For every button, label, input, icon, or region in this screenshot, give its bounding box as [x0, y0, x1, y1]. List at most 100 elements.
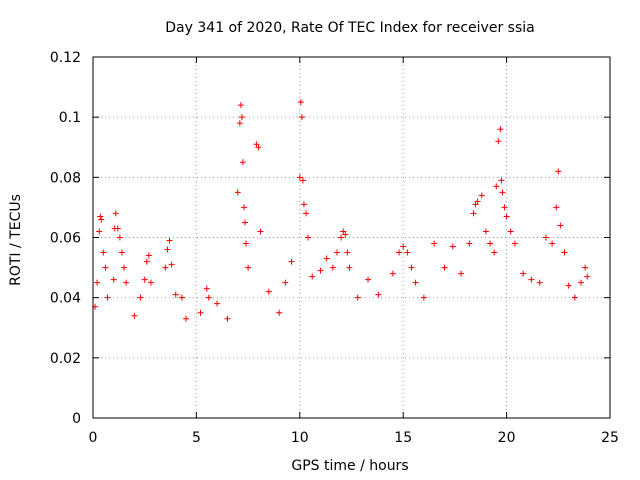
data-point — [557, 222, 564, 229]
data-point — [555, 168, 562, 175]
data-point — [303, 210, 310, 217]
data-point — [507, 228, 514, 235]
data-point — [203, 285, 210, 292]
data-point — [493, 183, 500, 190]
data-point — [243, 240, 250, 247]
y-axis-label: ROTI / TECUs — [8, 194, 24, 286]
data-point — [501, 204, 508, 211]
axis-ticks: 0 5 10 15 20 25 0 0.02 0.04 0.06 0.08 0.1 0.12 — [50, 50, 619, 446]
data-point — [299, 177, 306, 184]
data-point — [458, 270, 465, 277]
data-point — [98, 216, 105, 223]
data-point — [441, 264, 448, 271]
data-point — [288, 258, 295, 265]
data-point — [329, 264, 336, 271]
data-point — [300, 201, 307, 208]
data-point — [118, 249, 125, 256]
data-point — [396, 249, 403, 256]
data-point — [498, 177, 505, 184]
data-point — [408, 264, 415, 271]
data-point — [239, 159, 246, 166]
data-point — [168, 261, 175, 268]
data-point — [214, 300, 221, 307]
data-point — [114, 225, 121, 232]
chart-title: Day 341 of 2020, Rate Of TEC Index for r… — [165, 20, 534, 36]
x-tick-label: 25 — [601, 430, 619, 446]
data-point — [112, 210, 119, 217]
data-point — [478, 192, 485, 199]
data-point — [102, 264, 109, 271]
data-point — [536, 279, 543, 286]
data-point — [100, 249, 107, 256]
data-point — [342, 231, 349, 238]
data-point — [354, 294, 361, 301]
data-point — [110, 276, 117, 283]
data-point — [503, 213, 510, 220]
data-point — [197, 309, 204, 316]
data-point — [238, 114, 245, 121]
data-point — [265, 288, 272, 295]
x-tick-label: 5 — [192, 430, 201, 446]
data-point — [183, 315, 190, 322]
data-point — [97, 213, 104, 220]
data-point — [323, 255, 330, 262]
data-point — [172, 291, 179, 298]
x-tick-label: 0 — [89, 430, 98, 446]
data-point — [528, 276, 535, 283]
data-point — [257, 228, 264, 235]
data-point — [298, 114, 305, 121]
data-point — [116, 234, 123, 241]
data-point — [234, 189, 241, 196]
data-point — [553, 204, 560, 211]
data-point — [571, 294, 578, 301]
data-point — [549, 240, 556, 247]
data-points — [92, 99, 591, 322]
data-point — [404, 249, 411, 256]
data-point — [520, 270, 527, 277]
data-point — [143, 258, 150, 265]
data-point — [241, 219, 248, 226]
y-tick-label: 0.02 — [50, 351, 81, 367]
data-point — [245, 264, 252, 271]
data-point — [276, 309, 283, 316]
data-point — [282, 279, 289, 286]
data-point — [205, 294, 212, 301]
data-point — [317, 267, 324, 274]
x-tick-label: 10 — [291, 430, 309, 446]
data-point — [131, 312, 138, 319]
data-point — [145, 252, 152, 259]
x-axis-label: GPS time / hours — [291, 458, 408, 474]
x-tick-label: 20 — [498, 430, 516, 446]
data-point — [147, 279, 154, 286]
data-point — [340, 228, 347, 235]
data-point — [162, 264, 169, 271]
data-point — [561, 249, 568, 256]
data-point — [495, 138, 502, 145]
data-point — [565, 282, 572, 289]
data-point — [164, 246, 171, 253]
y-tick-label: 0.12 — [50, 50, 81, 66]
data-point — [511, 240, 518, 247]
y-tick-label: 0.1 — [59, 110, 81, 126]
data-point — [121, 264, 128, 271]
data-point — [466, 240, 473, 247]
data-point — [309, 273, 316, 280]
data-point — [420, 294, 427, 301]
data-point — [389, 270, 396, 277]
data-point — [178, 294, 185, 301]
data-point — [578, 279, 585, 286]
data-point — [96, 228, 103, 235]
x-tick-label: 15 — [394, 430, 412, 446]
data-point — [237, 102, 244, 109]
data-point — [400, 243, 407, 250]
data-point — [472, 201, 479, 208]
data-point — [346, 264, 353, 271]
y-tick-label: 0.06 — [50, 231, 81, 247]
data-point — [240, 204, 247, 211]
data-point — [482, 228, 489, 235]
data-point — [141, 276, 148, 283]
data-point — [499, 189, 506, 196]
data-point — [236, 120, 243, 127]
